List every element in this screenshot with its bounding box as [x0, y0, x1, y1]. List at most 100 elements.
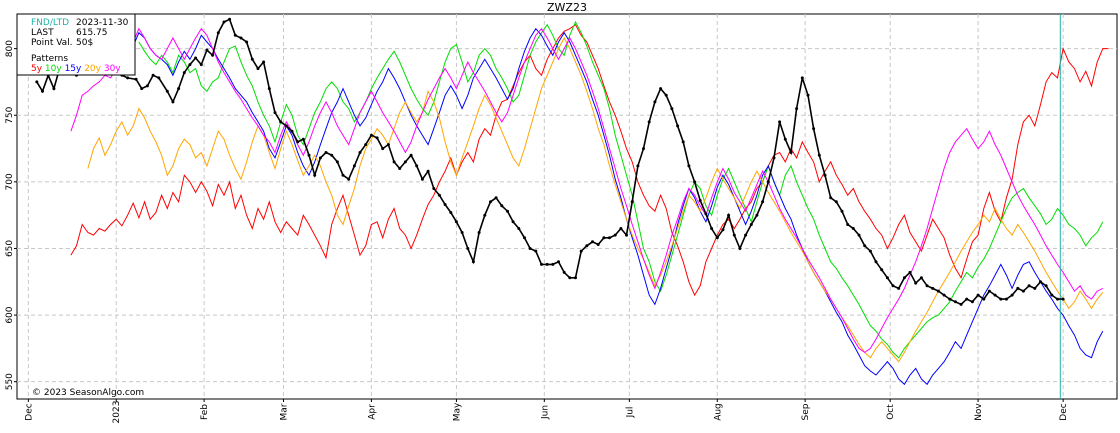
price-point: [449, 211, 453, 214]
price-point: [1044, 284, 1048, 288]
price-point: [165, 89, 169, 93]
price-point: [993, 293, 997, 297]
legend-entry-20y: 20y: [81, 64, 101, 74]
price-point: [443, 203, 447, 206]
price-point: [256, 67, 260, 71]
price-point: [744, 233, 748, 237]
price-point: [1004, 297, 1008, 301]
price-point: [489, 200, 492, 204]
price-point: [664, 93, 668, 97]
price-point: [494, 196, 498, 200]
x-tick-label: Jul: [625, 407, 635, 419]
price-point: [636, 164, 640, 168]
price-point: [369, 133, 373, 137]
y-tick-label: 550: [5, 373, 15, 390]
price-point: [432, 187, 436, 190]
price-point: [420, 177, 424, 181]
price-point: [188, 63, 192, 67]
price-point: [1039, 280, 1042, 284]
x-tick-label: May: [452, 402, 462, 421]
price-point: [284, 124, 288, 128]
price-point: [483, 213, 487, 217]
price-point: [267, 87, 271, 91]
price-point: [789, 151, 793, 154]
price-point: [948, 297, 952, 301]
price-point: [919, 276, 923, 280]
price-point: [358, 151, 362, 154]
price-point: [466, 247, 470, 250]
patterns-label: Patterns: [31, 54, 68, 64]
price-point: [199, 63, 203, 67]
price-point: [579, 249, 583, 253]
y-tick-label: 750: [5, 106, 15, 123]
price-point: [471, 260, 475, 264]
price-point: [732, 233, 736, 237]
price-point: [301, 137, 305, 141]
price-point: [540, 262, 543, 266]
price-point: [942, 293, 946, 297]
price-point: [591, 240, 594, 244]
price-point: [375, 136, 379, 140]
x-tick-label: Feb: [200, 404, 210, 420]
plot-frame: [16, 13, 1118, 400]
price-point: [874, 260, 878, 264]
x-tick-label: Oct: [886, 404, 896, 420]
price-point: [953, 300, 957, 304]
series-layer: [70, 20, 1109, 386]
price-point: [290, 129, 294, 133]
price-point: [551, 262, 555, 266]
price-point: [653, 100, 657, 104]
price-point: [749, 223, 753, 226]
price-point: [1050, 293, 1054, 297]
price-point: [157, 76, 161, 80]
legend-entry-10y: 10y: [42, 64, 62, 74]
price-point: [596, 243, 600, 246]
price-point: [545, 262, 549, 266]
price-point: [517, 227, 521, 230]
price-point: [885, 276, 889, 280]
price-point: [715, 236, 719, 240]
price-point: [687, 164, 691, 168]
price-point: [800, 76, 804, 80]
price-point: [613, 233, 617, 237]
price-point: [568, 276, 572, 280]
price-point: [41, 89, 44, 93]
price-point: [931, 286, 935, 290]
price-point: [681, 140, 685, 144]
price-point: [1016, 286, 1020, 290]
x-axis: Dec 2023 Feb Mar Apr May Jun Jul Aug Sep Oct Nov Dec: [24, 399, 1069, 423]
price-point: [965, 297, 969, 301]
price-point: [324, 151, 328, 154]
price-point: [233, 33, 237, 37]
price-point: [239, 36, 243, 40]
price-point: [987, 289, 991, 293]
price-point: [608, 236, 611, 240]
price-point: [511, 220, 515, 224]
price-point: [812, 127, 816, 131]
price-point: [409, 153, 413, 157]
price-point: [205, 48, 209, 52]
price-point: [857, 233, 861, 237]
price-point: [778, 120, 782, 124]
price-point: [381, 147, 385, 151]
price-point: [279, 120, 283, 124]
legend-entry-15y: 15y: [62, 64, 82, 74]
x-tick-label: Apr: [367, 404, 377, 420]
price-point: [318, 156, 322, 160]
price-point: [670, 107, 674, 111]
fnd-value: 2023-11-30: [76, 18, 129, 28]
y-tick-label: 600: [5, 306, 15, 323]
price-point: [52, 87, 56, 91]
price-point: [959, 302, 963, 306]
price-point: [647, 120, 651, 124]
price-point: [477, 231, 481, 234]
price-point: [1010, 293, 1014, 297]
price-point: [313, 173, 317, 177]
price-point: [970, 300, 974, 304]
price-point: [454, 220, 458, 224]
price-point: [806, 93, 810, 97]
legend-entry-5y: 5y: [31, 64, 43, 74]
price-point: [795, 107, 799, 111]
price-point: [171, 100, 175, 104]
